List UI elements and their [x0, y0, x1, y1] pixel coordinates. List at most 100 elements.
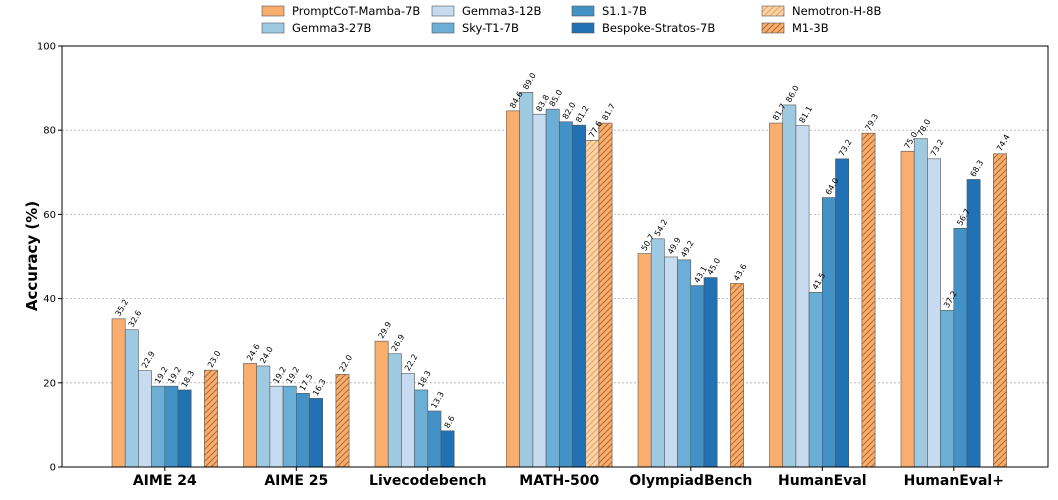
category-label: AIME 24 [133, 473, 197, 489]
plot-frame [61, 45, 1049, 468]
bar [730, 283, 744, 468]
bar-value-label: 19.2 [285, 365, 302, 385]
legend-swatch [761, 22, 785, 34]
bar [427, 410, 442, 468]
category-label: HumanEval+ [904, 473, 1004, 489]
y-tick-label: 20 [43, 378, 56, 389]
bar [835, 158, 849, 468]
bar [387, 353, 402, 468]
bar [256, 365, 271, 468]
y-tick-label: 60 [43, 210, 56, 221]
bar [506, 110, 520, 468]
category-label: OlympiadBench [629, 473, 752, 489]
legend-entry: Gemma3-12B [462, 4, 542, 18]
legend-entry: Sky-T1-7B [462, 21, 519, 35]
bar-value-label: 26.9 [390, 333, 407, 353]
bar [545, 108, 560, 468]
bar [374, 340, 389, 468]
bar [677, 259, 692, 468]
category-label: Livecodebench [369, 473, 487, 489]
bar-value-label: 73.2 [929, 138, 946, 158]
bar-value-label: 74.4 [995, 133, 1012, 153]
legend-swatch [431, 22, 455, 34]
bar [519, 92, 534, 468]
bar-value-label: 18.3 [416, 369, 433, 389]
legend-entry: Nemotron-H-8B [792, 4, 881, 18]
bar [795, 125, 810, 468]
bar [440, 430, 455, 468]
bar [243, 363, 257, 468]
bar [532, 113, 547, 468]
bar [953, 227, 968, 468]
y-tick-label: 0 [50, 463, 56, 474]
legend-swatch [261, 22, 285, 34]
legend: PromptCoT-Mamba-7B Gemma3-27B Gemma3-12B Sk… [261, 4, 881, 35]
bar [664, 256, 678, 468]
bar [940, 310, 955, 468]
legend-swatch [761, 5, 785, 17]
y-tick-label: 100 [37, 42, 56, 53]
bar-value-label: 29.9 [377, 320, 394, 340]
bar [598, 122, 613, 468]
legend-entry: Bespoke-Stratos-7B [602, 21, 715, 35]
legend-swatch [431, 5, 455, 17]
bar-value-label: 68.3 [969, 159, 986, 179]
bar-value-label: 18.3 [180, 369, 197, 389]
bar [585, 140, 600, 468]
bar [177, 389, 192, 468]
legend-entry: PromptCoT-Mamba-7B [292, 4, 420, 18]
bar [295, 393, 310, 468]
legend-swatch [571, 22, 595, 34]
y-tick-label: 40 [43, 294, 56, 305]
bar-value-label: 22.0 [337, 353, 354, 373]
bar [690, 285, 705, 468]
bar [204, 369, 218, 468]
bar-value-label: 79.3 [863, 112, 880, 132]
category-label: AIME 25 [264, 473, 328, 489]
bar [808, 291, 823, 468]
bar [414, 389, 429, 468]
bar-value-label: 81.1 [797, 105, 814, 125]
bar [993, 153, 1007, 468]
bar [111, 318, 126, 468]
bar-value-label: 23.0 [206, 349, 223, 369]
bar [650, 238, 665, 468]
bar-value-label: 45.0 [706, 257, 723, 277]
bar [861, 132, 876, 468]
bar [164, 385, 179, 468]
bar-value-label: 81.7 [600, 102, 617, 122]
category-label: HumanEval [778, 473, 867, 489]
bar [966, 179, 981, 468]
bar-value-label: 32.6 [127, 309, 144, 329]
legend-entry: S1.1-7B [602, 4, 647, 18]
y-axis-label: Accuracy (%) [23, 201, 41, 311]
bar [309, 398, 323, 468]
bar [900, 150, 915, 468]
bar [282, 385, 297, 468]
bar [572, 124, 586, 468]
legend-swatch [571, 5, 595, 17]
bar [401, 373, 415, 468]
bar-value-label: 73.2 [837, 138, 854, 158]
bar-value-label: 8.6 [443, 414, 457, 430]
bar-value-label: 54.2 [653, 218, 670, 238]
bar-value-label: 89.0 [521, 71, 538, 91]
bar [927, 158, 941, 468]
bar [335, 374, 350, 468]
bar [558, 121, 573, 468]
bar [769, 122, 783, 468]
bar [151, 385, 166, 468]
bar-value-label: 43.6 [732, 263, 749, 283]
bar [637, 253, 652, 468]
bar-value-label: 85.0 [548, 88, 565, 108]
legend-entry: M1-3B [792, 21, 829, 35]
bar [821, 197, 836, 468]
bar-value-label: 13.3 [429, 390, 446, 410]
bar-value-label: 81.2 [574, 104, 591, 124]
bar-value-label: 22.9 [140, 350, 157, 370]
bar [138, 370, 152, 468]
legend-swatch [261, 5, 285, 17]
bar [913, 138, 928, 468]
bar-value-label: 16.3 [311, 377, 328, 397]
